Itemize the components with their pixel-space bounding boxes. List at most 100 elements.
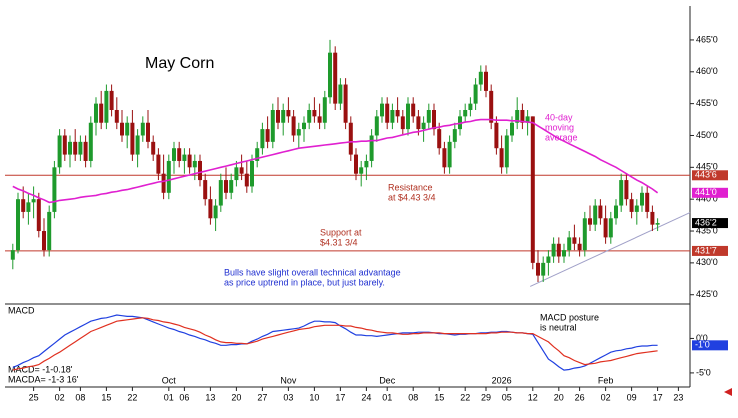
x-tick-label: 24 — [361, 392, 371, 402]
candle-body — [265, 129, 270, 142]
level-marker — [692, 170, 728, 181]
candle-body — [510, 122, 514, 136]
candle-body — [73, 141, 78, 155]
scroll-arrow[interactable] — [724, 388, 732, 396]
candle-body — [151, 141, 156, 155]
candle-body — [634, 205, 639, 212]
x-tick-label: 02 — [55, 392, 65, 402]
candle-body — [541, 262, 546, 276]
macd-line — [12, 314, 658, 371]
x-tick-label: 25 — [29, 392, 39, 402]
candle-body — [146, 122, 150, 142]
candle-body — [572, 237, 577, 244]
candle-body — [369, 135, 374, 161]
candle-body — [333, 52, 338, 104]
candle-body — [296, 129, 301, 136]
x-tick-label: 12 — [528, 392, 538, 402]
candle-body — [546, 256, 551, 263]
candle-body — [16, 199, 20, 251]
candle-body — [530, 116, 535, 263]
candle-body — [385, 103, 390, 123]
candle-body — [291, 116, 296, 136]
month-label: Nov — [280, 375, 297, 385]
candle-body — [224, 180, 228, 193]
annotation: Support at — [320, 227, 362, 237]
macd-readout: MACDA= -1-3 16' — [8, 374, 79, 384]
candle-body — [42, 231, 46, 251]
annotation: $4.31 3/4 — [320, 237, 358, 247]
candle-body — [556, 243, 561, 257]
candle-body — [281, 110, 286, 123]
candle-body — [312, 110, 317, 117]
candle-body — [120, 122, 124, 136]
candle-body — [499, 148, 504, 168]
x-tick-label: 15 — [101, 392, 111, 402]
candle-body — [218, 180, 223, 206]
x-tick-label: 27 — [257, 392, 267, 402]
candle-body — [359, 167, 364, 174]
x-tick-label: 17 — [653, 392, 663, 402]
level-label: 431'7 — [695, 245, 717, 255]
x-tick-label: 08 — [75, 392, 85, 402]
x-tick-label: 05 — [502, 392, 512, 402]
y-tick-label: 440'0 — [696, 194, 718, 204]
x-tick-label: 23 — [673, 392, 683, 402]
price-marker-label: 441'0 — [695, 187, 717, 197]
candle-body — [140, 122, 145, 136]
candle-body — [31, 199, 36, 203]
candle-body — [416, 116, 421, 130]
x-tick-label: 13 — [205, 392, 215, 402]
candle-body — [328, 52, 332, 98]
candle-body — [525, 116, 530, 123]
candle-body — [562, 250, 566, 257]
candle-body — [125, 122, 130, 136]
macd-readout: MACD= -1-0.18' — [8, 364, 73, 374]
candle-body — [582, 218, 587, 251]
x-tick-label: 01 — [164, 392, 174, 402]
candle-body — [172, 148, 176, 161]
candle-body — [437, 129, 442, 149]
candle-body — [364, 160, 369, 168]
candle-body — [317, 116, 322, 123]
candle-body — [343, 84, 348, 123]
candle-body — [567, 237, 572, 251]
candle-body — [603, 218, 608, 238]
price-marker-label: 436'2 — [695, 217, 717, 227]
candle-body — [68, 141, 72, 155]
candle-body — [21, 199, 26, 212]
candle-body — [187, 154, 192, 168]
macd-marker — [692, 340, 728, 351]
x-tick-label: 09 — [627, 392, 637, 402]
y-tick-label: 455'0 — [696, 98, 718, 108]
x-tick-label: 22 — [127, 392, 137, 402]
candle-body — [114, 110, 119, 123]
candle-body — [442, 148, 447, 168]
candle-body — [447, 141, 452, 168]
candle-body — [515, 110, 520, 123]
annotation: at $4.43 3/4 — [388, 192, 436, 202]
candle-body — [426, 110, 431, 123]
candle-body — [395, 110, 400, 117]
candle-body — [640, 192, 644, 206]
y-tick-label: 430'0 — [696, 257, 718, 267]
month-label: Dec — [379, 375, 396, 385]
candle-body — [354, 154, 358, 174]
candle-body — [374, 116, 379, 136]
candle-body — [307, 110, 312, 123]
candle-body — [130, 122, 135, 155]
candle-body — [432, 110, 436, 130]
x-tick-label: 22 — [460, 392, 470, 402]
candle-body — [182, 154, 187, 161]
candle-body — [411, 103, 416, 117]
candle-body — [239, 167, 244, 174]
candle-body — [536, 262, 540, 276]
candle-body — [468, 103, 473, 111]
candle-body — [406, 103, 410, 130]
candle-body — [655, 223, 660, 225]
candle-body — [390, 110, 395, 123]
candle-body — [78, 141, 83, 155]
annotation: MACD posture — [540, 312, 599, 322]
x-tick-label: 06 — [179, 392, 189, 402]
